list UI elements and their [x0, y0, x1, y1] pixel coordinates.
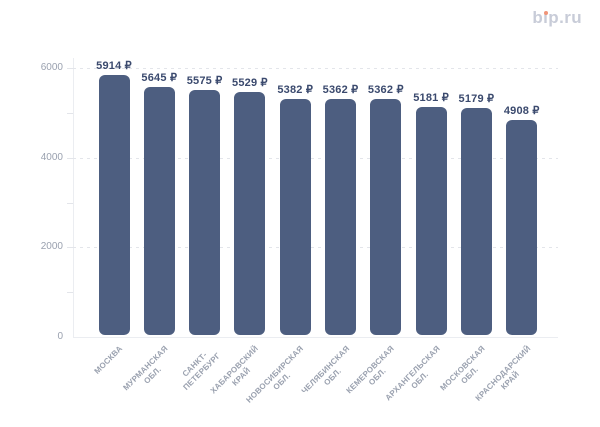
bar-10[interactable] [506, 119, 538, 335]
logo-text-pre: b [532, 8, 544, 27]
bar-1[interactable] [98, 75, 130, 335]
bar-value-label: 5179 ₽ [458, 92, 495, 105]
gridline-6000 [73, 68, 558, 69]
y-tick-5000 [67, 112, 73, 114]
y-tick-1000 [67, 292, 73, 294]
gridline-2000 [73, 247, 558, 249]
bip-ru-logo[interactable]: bı p.ru [532, 8, 582, 28]
bar-value-label: 4908 ₽ [503, 104, 540, 117]
y-tick-6000 [67, 68, 73, 69]
y-axis-label-6000: 6000 [40, 62, 63, 73]
bar-7[interactable] [370, 99, 402, 335]
logo-letter-i: ı [543, 8, 549, 27]
bar-4[interactable] [234, 92, 266, 335]
bar-value-label: 5529 ₽ [232, 77, 268, 90]
x-axis-label: МОСКВА [92, 344, 125, 376]
bar-value-label: 5362 ₽ [367, 84, 404, 97]
y-axis-label-0: 0 [57, 331, 63, 342]
bar-9[interactable] [460, 107, 492, 335]
y-tick-3000 [67, 202, 73, 204]
bar-value-label: 5575 ₽ [186, 75, 223, 88]
bar-value-label: 5181 ₽ [413, 92, 449, 105]
y-tick-2000 [67, 247, 73, 249]
bar-value-label: 5645 ₽ [141, 71, 178, 84]
y-axis-line [73, 58, 74, 337]
logo-i-dot [543, 10, 548, 15]
bar-6[interactable] [325, 99, 356, 335]
gridline-4000 [73, 157, 558, 159]
y-tick-4000 [67, 157, 73, 159]
bar-8[interactable] [415, 107, 447, 335]
bar-value-label: 5914 ₽ [96, 60, 132, 72]
bar-value-label: 5362 ₽ [322, 84, 359, 97]
x-axis-label: МУРМАНСКАЯ ОБЛ. [121, 344, 170, 393]
bar-3[interactable] [189, 90, 221, 335]
y-axis-label-2000: 2000 [40, 241, 63, 253]
bar-5[interactable] [279, 98, 311, 335]
y-axis-label-4000: 4000 [40, 151, 63, 163]
bar-2[interactable] [143, 86, 175, 335]
logo-text-post: p.ru [548, 8, 582, 27]
bar-value-label: 5382 ₽ [277, 83, 314, 96]
x-axis-line [73, 337, 558, 338]
